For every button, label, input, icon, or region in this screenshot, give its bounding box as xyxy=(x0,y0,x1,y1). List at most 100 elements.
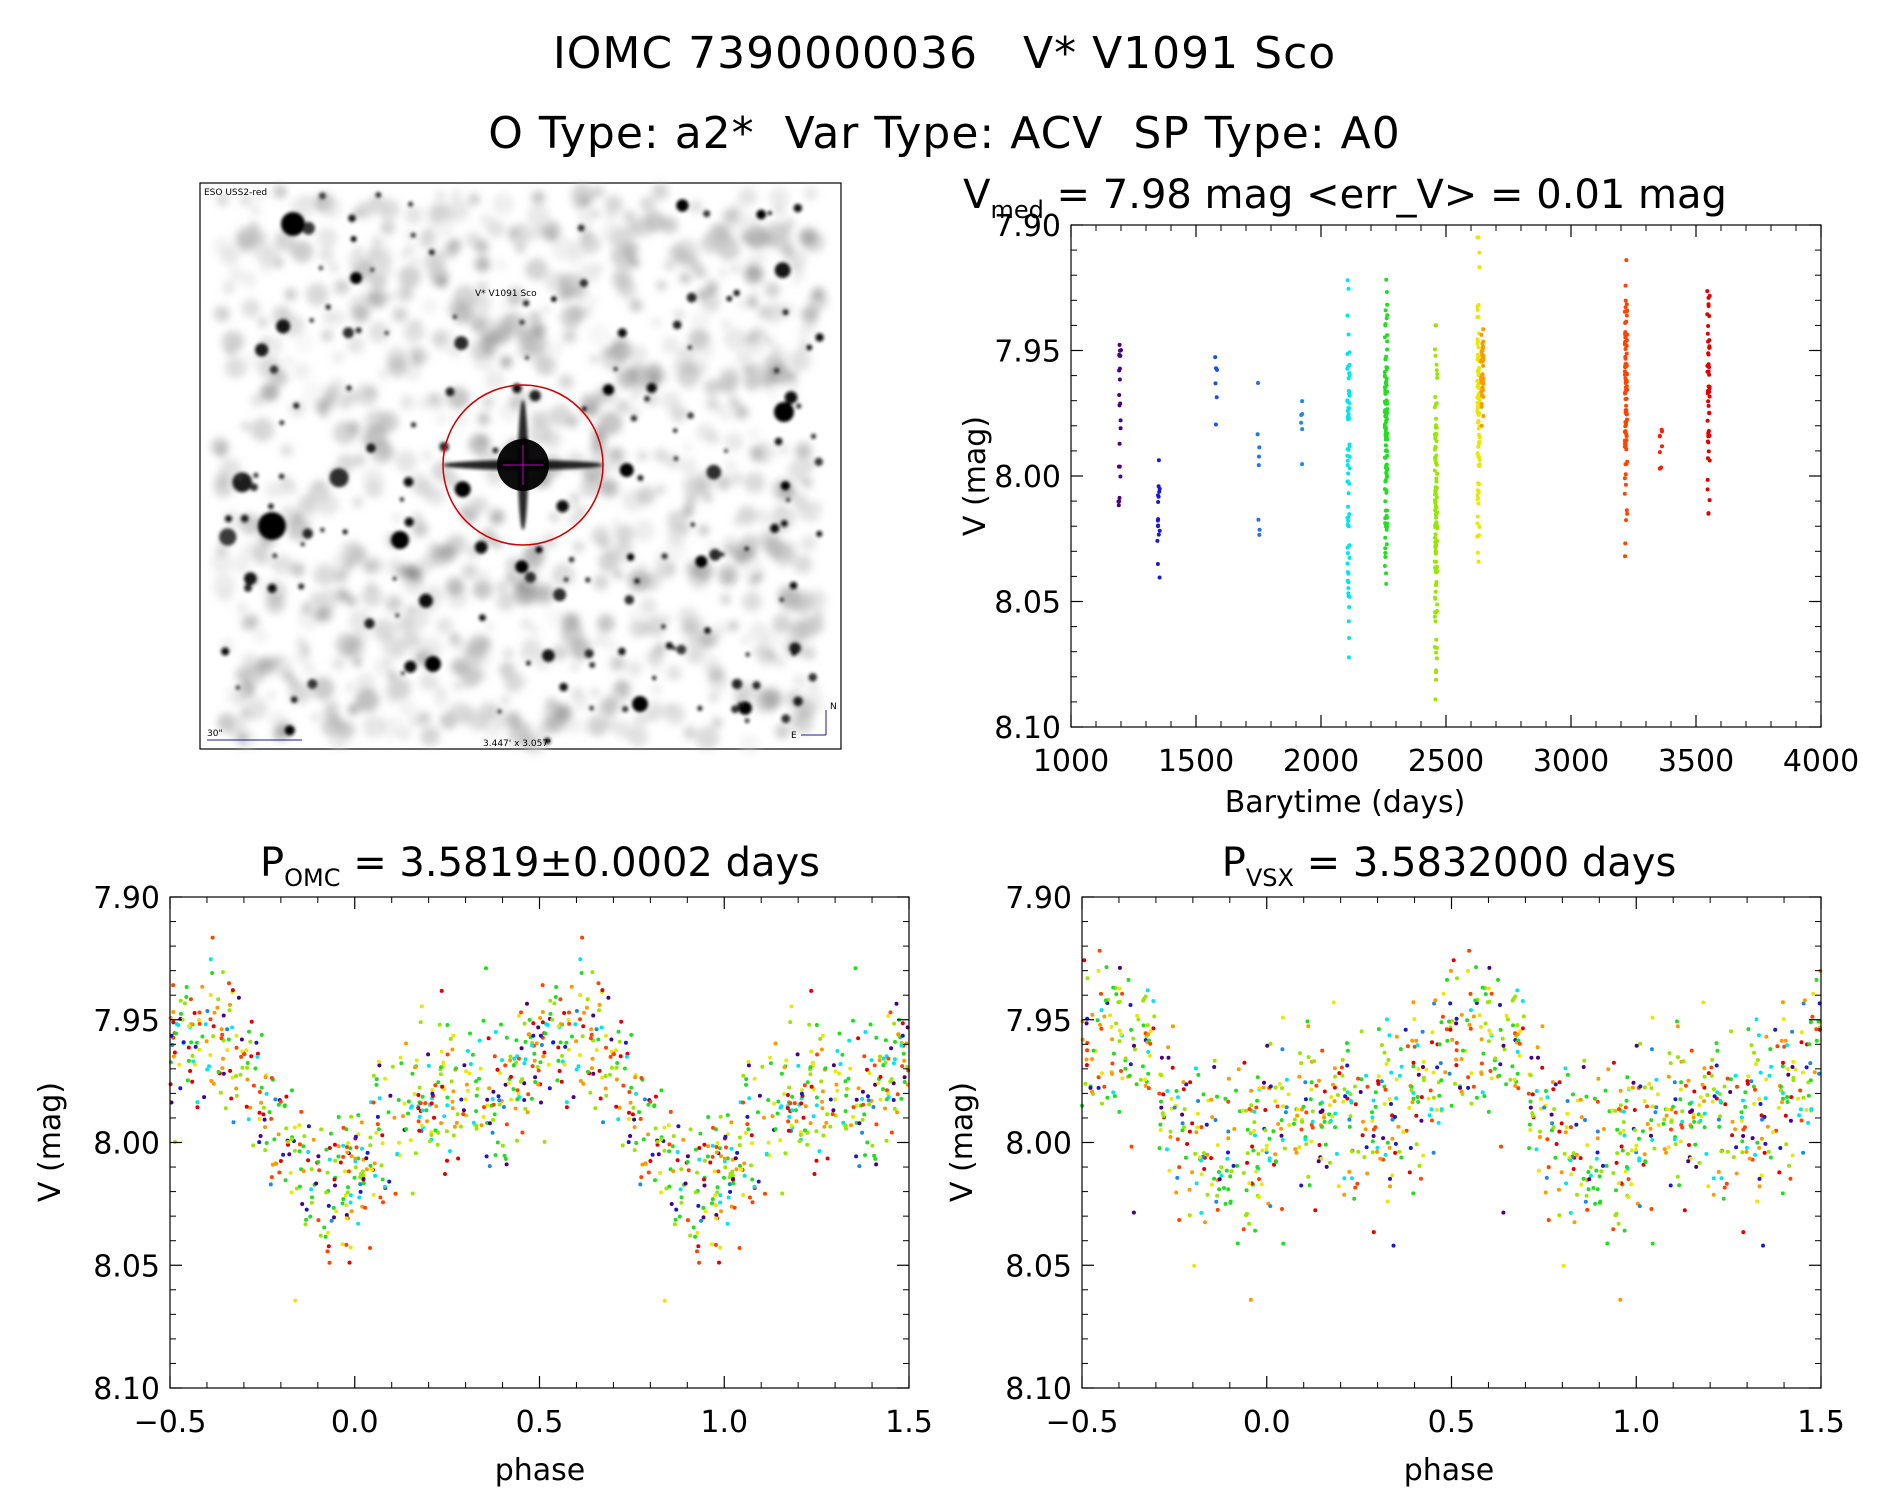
phase-point xyxy=(1297,1074,1302,1079)
phase-point xyxy=(323,1234,328,1239)
phase-point xyxy=(1212,1176,1217,1181)
lightcurve-point xyxy=(1385,333,1390,338)
phase-point xyxy=(1247,1107,1252,1112)
lightcurve-point xyxy=(1623,397,1628,402)
phase-point xyxy=(1419,1118,1424,1123)
field-star xyxy=(392,576,397,581)
phase-point xyxy=(1451,958,1456,963)
lightcurve-point xyxy=(1383,308,1388,313)
phase-point xyxy=(302,1134,307,1139)
phase-point xyxy=(569,1034,574,1039)
phase-point xyxy=(184,995,189,999)
phase-point xyxy=(1652,1146,1657,1151)
phase-point xyxy=(445,1103,450,1108)
phase-point xyxy=(611,1052,616,1057)
phase-point xyxy=(1310,1109,1315,1114)
phase-point xyxy=(1182,1107,1187,1112)
phase-point xyxy=(1090,1012,1095,1017)
phase-point xyxy=(1702,1099,1706,1104)
phase-point xyxy=(1282,1146,1287,1151)
phase-point xyxy=(531,1021,536,1026)
phase-point xyxy=(627,1090,632,1094)
phase-point xyxy=(1146,1071,1151,1076)
sky-noise-blob xyxy=(600,478,621,499)
phase-point xyxy=(299,1109,304,1114)
phase-point xyxy=(1102,1084,1107,1089)
lightcurve-point xyxy=(1347,512,1352,517)
phase-point xyxy=(666,1123,671,1128)
phase-point xyxy=(1626,1177,1631,1182)
phase-point xyxy=(1553,1082,1558,1087)
phase-point xyxy=(1297,1145,1302,1150)
phase-point xyxy=(1342,1087,1347,1092)
phase-point xyxy=(1513,994,1518,999)
phase-point xyxy=(1469,1071,1474,1076)
lightcurve-point xyxy=(1433,436,1438,441)
phase-point xyxy=(739,1167,744,1172)
phase-point xyxy=(1454,1063,1459,1068)
phase-point xyxy=(1192,1263,1197,1268)
sky-noise-blob xyxy=(302,662,317,676)
lightcurve-point xyxy=(1624,434,1629,439)
phase-point xyxy=(671,1169,676,1174)
phase-point xyxy=(445,1052,450,1057)
phase-point xyxy=(1634,1043,1639,1048)
y-tick-label: 8.05 xyxy=(1005,1249,1072,1284)
phase-point xyxy=(1316,1159,1321,1164)
phase-point xyxy=(495,1140,500,1145)
phase-point xyxy=(1214,1199,1219,1204)
phase-point xyxy=(1499,1144,1503,1149)
phase-point xyxy=(1098,1022,1102,1027)
phase-point xyxy=(1454,1016,1459,1021)
phase-point xyxy=(1199,1172,1204,1177)
phase-point xyxy=(892,1057,897,1062)
phase-point xyxy=(1702,1074,1707,1079)
phase-point xyxy=(809,1049,814,1054)
vsx-title-sub: VSX xyxy=(1246,864,1294,892)
phase-point xyxy=(1781,1060,1785,1065)
field-star xyxy=(622,705,629,713)
sky-noise-blob xyxy=(257,316,268,328)
sky-noise-blob xyxy=(301,602,312,614)
field-star xyxy=(515,560,529,574)
phase-point xyxy=(831,1063,836,1068)
phase-point xyxy=(1466,1075,1471,1080)
sky-noise-blob xyxy=(222,714,237,729)
sky-noise-blob xyxy=(596,614,615,633)
phase-point xyxy=(365,1150,370,1155)
phase-point xyxy=(1387,1033,1392,1038)
phase-point xyxy=(216,997,221,1002)
lightcurve-point xyxy=(1117,499,1122,504)
phase-point xyxy=(725,1156,730,1161)
phase-point xyxy=(618,1054,623,1059)
sky-noise-blob xyxy=(637,486,656,505)
sky-noise-blob xyxy=(272,305,292,325)
sky-noise-blob xyxy=(705,397,719,411)
phase-point xyxy=(1414,1142,1419,1147)
phase-point xyxy=(1236,1067,1241,1072)
lightcurve-point xyxy=(1345,313,1350,318)
sky-noise-blob xyxy=(797,439,812,454)
lightcurve-point xyxy=(1300,462,1305,467)
sky-noise-blob xyxy=(403,321,425,343)
field-star xyxy=(302,221,315,235)
phase-point xyxy=(1584,1193,1589,1198)
phase-point xyxy=(479,1123,484,1128)
sky-noise-blob xyxy=(463,679,473,689)
phase-point xyxy=(1445,977,1449,982)
phase-point xyxy=(512,1056,517,1061)
sky-noise-blob xyxy=(769,188,790,208)
sky-noise-blob xyxy=(608,229,631,251)
field-star xyxy=(796,403,802,409)
phase-point xyxy=(1664,1150,1668,1155)
phase-point xyxy=(686,1168,691,1173)
phase-point xyxy=(634,1091,639,1096)
sky-noise-blob xyxy=(465,497,484,516)
sky-noise-blob xyxy=(216,444,227,455)
phase-point xyxy=(1141,1023,1146,1028)
field-star xyxy=(630,415,638,422)
phase-point xyxy=(1587,1177,1592,1182)
lightcurve-point xyxy=(1384,290,1389,294)
phase-point xyxy=(1538,1129,1542,1134)
field-star xyxy=(686,292,697,303)
